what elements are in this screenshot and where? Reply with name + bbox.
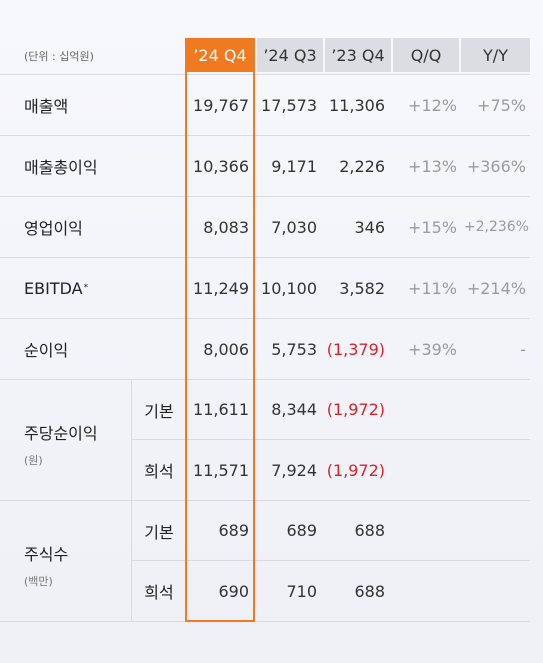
cell: - xyxy=(520,339,526,359)
row-label-text: EBITDA xyxy=(24,278,83,298)
cell: 710 xyxy=(286,581,317,601)
row-label-shares: 주식수 (백만) xyxy=(24,541,68,589)
row-label-net-income: 순이익 xyxy=(24,341,69,360)
footnote-mark: * xyxy=(83,283,89,293)
col-header-24q4: ’24 Q4 xyxy=(185,38,255,72)
divider xyxy=(0,379,530,380)
row-label-revenue: 매출액 xyxy=(24,97,69,116)
cell: 8,344 xyxy=(271,400,317,419)
cell: 5,753 xyxy=(271,339,317,359)
cell: +12% xyxy=(408,95,457,115)
cell: 8,083 xyxy=(203,217,249,237)
unit-note: (단위 : 십억원) xyxy=(24,50,94,63)
divider xyxy=(0,135,530,136)
divider xyxy=(131,560,530,561)
shares-basic-label: 기본 xyxy=(144,522,174,542)
cell: 9,171 xyxy=(271,156,317,176)
cell: +11% xyxy=(408,278,457,298)
cell: 688 xyxy=(354,581,385,601)
cell: +15% xyxy=(408,217,457,237)
divider xyxy=(0,257,530,258)
cell: 689 xyxy=(286,521,317,540)
cell: 10,100 xyxy=(261,278,317,298)
cell: 8,006 xyxy=(203,339,249,359)
cell: (1,972) xyxy=(326,400,385,419)
cell: +2,236% xyxy=(463,219,529,235)
col-header-qoq: Q/Q xyxy=(393,38,459,72)
row-label-gross-profit: 매출총이익 xyxy=(24,158,98,177)
cell: +366% xyxy=(466,156,526,176)
cell: (1,972) xyxy=(326,460,385,480)
row-label-operating-profit: 영업이익 xyxy=(24,219,83,238)
shares-unit: (백만) xyxy=(24,575,53,588)
cell: 346 xyxy=(354,217,385,237)
col-header-23q4: ’23 Q4 xyxy=(325,38,391,72)
col-header-24q3: ’24 Q3 xyxy=(257,38,323,72)
cell: 7,924 xyxy=(271,460,317,480)
cell: 688 xyxy=(354,521,385,540)
cell: +39% xyxy=(408,339,457,359)
cell: +13% xyxy=(408,156,457,176)
cell: 11,571 xyxy=(193,460,249,480)
cell: 690 xyxy=(218,581,249,601)
shares-diluted-label: 희석 xyxy=(144,583,174,602)
divider xyxy=(0,74,530,75)
divider xyxy=(0,196,530,197)
cell: 2,226 xyxy=(339,156,385,176)
cell: 7,030 xyxy=(271,217,317,237)
divider xyxy=(0,318,530,319)
row-label-ebitda: EBITDA * xyxy=(24,258,88,318)
shares-label: 주식수 xyxy=(24,545,69,564)
cell: 17,573 xyxy=(261,95,317,115)
eps-diluted-label: 희석 xyxy=(144,462,174,481)
cell: 11,611 xyxy=(193,400,249,419)
cell: 11,249 xyxy=(193,278,249,298)
row-label-eps: 주당순이익 (원) xyxy=(24,420,98,468)
cell: 3,582 xyxy=(339,278,385,298)
cell: 10,366 xyxy=(193,156,249,176)
divider xyxy=(131,439,530,440)
eps-basic-label: 기본 xyxy=(144,401,174,421)
col-header-yoy: Y/Y xyxy=(461,38,530,72)
eps-label: 주당순이익 xyxy=(24,424,98,443)
cell: (1,379) xyxy=(326,339,385,359)
cell: +75% xyxy=(477,95,526,115)
cell: +214% xyxy=(466,278,526,298)
divider xyxy=(0,621,530,622)
cell: 11,306 xyxy=(329,95,385,115)
eps-unit: (원) xyxy=(24,454,43,467)
divider xyxy=(0,500,530,501)
divider xyxy=(131,379,132,621)
cell: 689 xyxy=(218,521,249,540)
cell: 19,767 xyxy=(193,95,249,115)
